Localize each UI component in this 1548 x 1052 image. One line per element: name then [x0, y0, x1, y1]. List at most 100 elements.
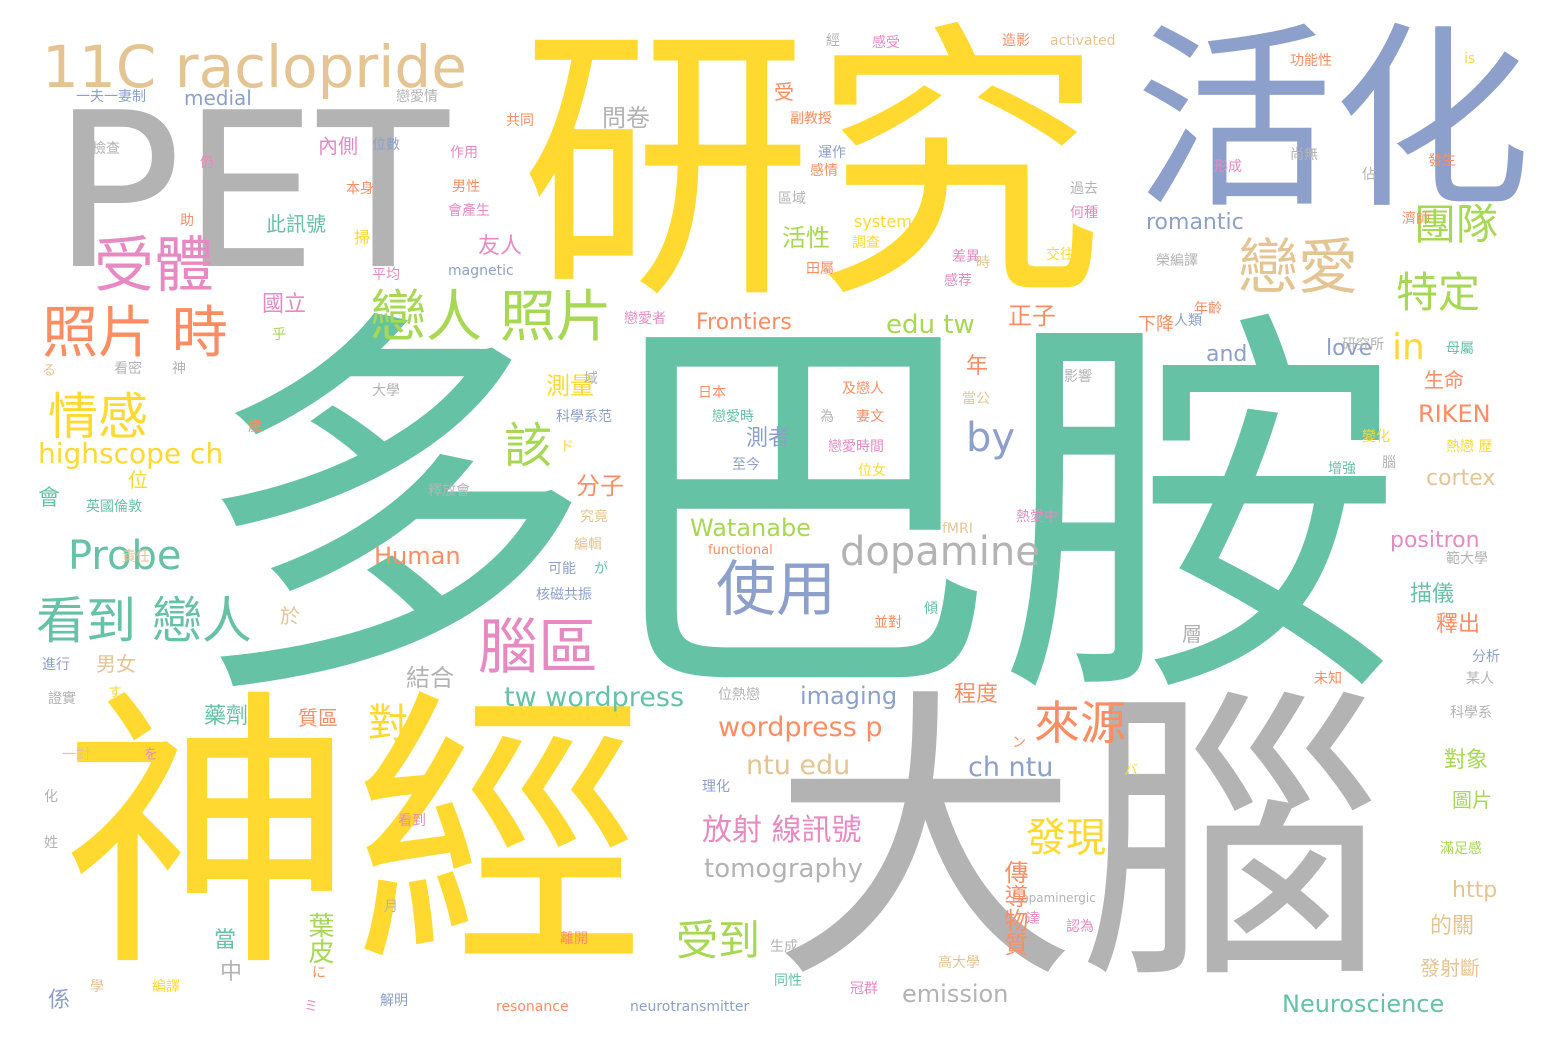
word: edu tw	[886, 310, 975, 340]
word: love	[1326, 336, 1373, 361]
word: 對象	[1444, 748, 1489, 773]
word: 共同	[506, 113, 534, 129]
word: 掃	[354, 228, 371, 247]
word: 內側	[318, 134, 358, 158]
word: 腦區	[478, 613, 598, 683]
word: 於	[280, 604, 300, 628]
word: 程度	[954, 682, 999, 707]
word: 增強	[1328, 461, 1356, 477]
word: 作用	[450, 145, 478, 161]
word: 調查	[852, 235, 880, 251]
word: 究竟	[580, 509, 608, 525]
word: 時	[976, 255, 990, 271]
word: 會產生	[448, 203, 490, 219]
word: 影響	[1064, 369, 1092, 385]
word: 釋放會	[428, 483, 470, 499]
word: 受到	[676, 916, 761, 965]
word: が	[594, 561, 608, 577]
word: 中	[220, 960, 243, 985]
word: 某人	[1466, 671, 1494, 687]
word: 編輯	[574, 537, 602, 553]
word: 該	[504, 418, 553, 474]
word: 編譯	[152, 979, 180, 995]
word: 功能性	[1290, 53, 1332, 69]
word: 下降	[1138, 314, 1174, 335]
word: 熱戀 歷	[1446, 439, 1493, 455]
word: ド	[560, 439, 574, 455]
word: in	[1392, 327, 1425, 368]
word: す	[108, 685, 122, 701]
word: 看密	[114, 361, 142, 377]
word: tw wordpress	[504, 682, 685, 713]
word: 藥劑	[204, 704, 249, 729]
word: 分子	[576, 472, 624, 500]
word: 研究所	[1342, 337, 1384, 353]
word: 高大學	[938, 955, 980, 971]
word: is	[1464, 51, 1476, 67]
word: 照片 時	[42, 301, 228, 366]
word: 運作	[818, 145, 846, 161]
word: 未知	[1314, 671, 1342, 687]
word: 核磁共振	[536, 587, 592, 603]
word: を	[144, 747, 158, 763]
word: 質區	[298, 706, 338, 730]
word: 戀愛者	[624, 311, 666, 327]
word: 仍	[200, 155, 214, 171]
word: 同性	[774, 973, 802, 989]
word: 月	[384, 899, 398, 915]
word: 友人	[478, 234, 523, 259]
word: Dopaminergic	[1012, 891, 1096, 905]
word: 達	[1026, 911, 1040, 927]
word: 並對	[874, 615, 902, 631]
word: 交往	[1046, 247, 1074, 263]
word: by	[966, 415, 1016, 461]
word: 姓	[44, 835, 58, 851]
word: 母屬	[1446, 341, 1474, 357]
word: dopamine	[840, 529, 1040, 575]
word: 11C raclopride	[42, 33, 467, 101]
word: 當公	[962, 391, 990, 407]
word: 濟師	[1402, 211, 1430, 227]
word: 一夫一妻制	[76, 89, 146, 105]
word: 學	[90, 979, 104, 995]
word: functional	[708, 543, 773, 558]
word: 離開	[560, 931, 588, 947]
word: http	[1452, 878, 1498, 903]
word: cortex	[1426, 466, 1496, 491]
word: ntu edu	[746, 750, 851, 781]
word: neurotransmitter	[630, 999, 750, 1015]
word: 責任	[122, 549, 150, 565]
word: 滿足感	[1440, 841, 1482, 857]
word: 戀人 照片	[370, 285, 612, 350]
word: 理化	[702, 779, 730, 795]
word: wordpress p	[718, 712, 883, 743]
word: 檢查	[92, 141, 120, 157]
word: 年	[966, 354, 989, 379]
word: 多巴胺	[190, 279, 1402, 749]
word: 人類	[1174, 313, 1202, 329]
word: 的關	[1430, 914, 1475, 939]
word: 佔	[1362, 167, 1376, 183]
word: 國立	[262, 292, 307, 317]
word: 年齡	[1194, 301, 1222, 317]
word: imaging	[800, 682, 898, 710]
word: 範大學	[1446, 551, 1488, 567]
word: 英國倫敦	[86, 499, 142, 515]
word: 戀愛	[1238, 233, 1358, 303]
word: medial	[184, 86, 252, 110]
word: 榮編譯	[1156, 253, 1198, 269]
word: 平均	[372, 267, 400, 283]
word: emission	[902, 980, 1009, 1008]
word: 戀愛時間	[828, 439, 884, 455]
word: 至今	[732, 457, 760, 473]
word: 研究	[520, 0, 1104, 338]
word: 及戀人	[842, 381, 884, 397]
word: 戀愛時	[712, 409, 754, 425]
word: 化	[44, 789, 58, 805]
word: 位	[128, 468, 148, 492]
word: highscope ch	[38, 437, 224, 470]
word: ミ	[304, 999, 318, 1015]
word: romantic	[1146, 210, 1244, 235]
word: 造影	[1002, 33, 1030, 49]
word: 當	[214, 928, 237, 953]
